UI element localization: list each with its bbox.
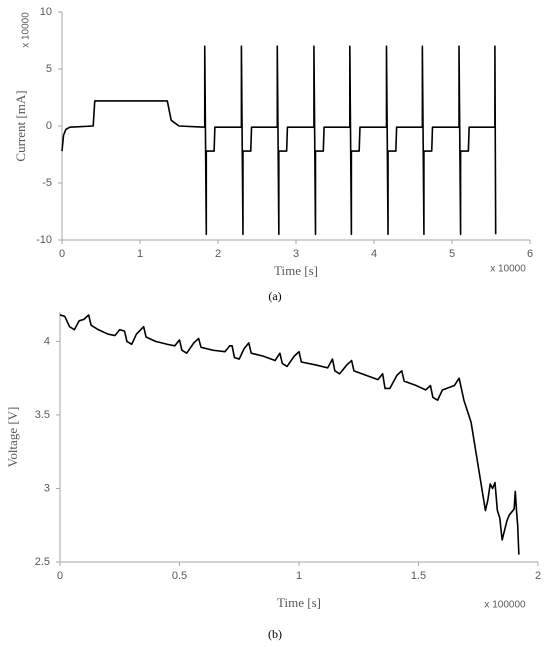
y-tick-label: -5 <box>42 177 52 189</box>
y-tick-label: 3 <box>44 482 50 494</box>
y-tick-label: 2.5 <box>35 556 50 568</box>
x-tick-label: 0 <box>59 248 65 260</box>
y-axis-title: Voltage [V] <box>5 407 20 468</box>
data-line <box>59 314 520 555</box>
y-tick-label: 0 <box>46 120 52 132</box>
y-axis-title: Current [mA] <box>13 90 28 161</box>
y-tick-label: 3.5 <box>35 409 50 421</box>
y-tick-label: 10 <box>40 6 52 18</box>
x-multiplier: x 100000 <box>484 600 526 611</box>
data-line <box>61 45 497 236</box>
y-tick-label: 4 <box>44 335 50 347</box>
y-tick-label: -10 <box>36 234 52 246</box>
caption: (a) <box>268 289 281 303</box>
x-tick-label: 1 <box>137 248 143 260</box>
x-tick-label: 1.5 <box>411 570 426 582</box>
y-multiplier: x 10000 <box>21 12 32 48</box>
y-tick-label: 5 <box>46 63 52 75</box>
x-tick-label: 3 <box>293 248 299 260</box>
x-tick-label: 0.5 <box>172 570 187 582</box>
x-multiplier: x 10000 <box>490 264 526 275</box>
x-tick-label: 0 <box>57 570 63 582</box>
x-tick-label: 4 <box>371 248 377 260</box>
x-tick-label: 2 <box>215 248 221 260</box>
x-axis-title: Time [s] <box>277 595 321 610</box>
x-tick-label: 5 <box>449 248 455 260</box>
caption: (b) <box>268 627 282 641</box>
x-axis-title: Time [s] <box>274 263 318 278</box>
x-tick-label: 1 <box>296 570 302 582</box>
x-tick-label: 6 <box>527 248 533 260</box>
x-tick-label: 2 <box>535 570 541 582</box>
